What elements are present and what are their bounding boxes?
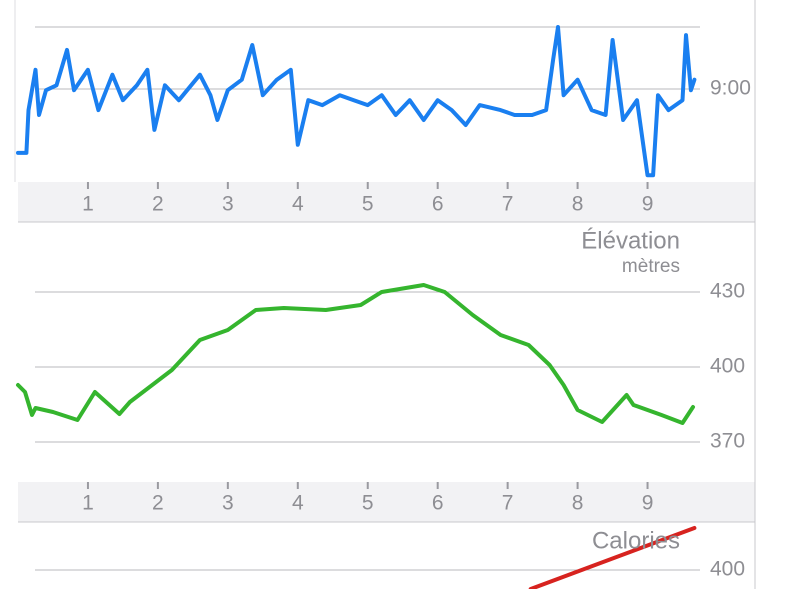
x-tick-label: 7	[502, 492, 514, 515]
chart-title: Calories	[592, 527, 680, 554]
y-tick-label: 370	[710, 430, 745, 453]
x-axis-band	[18, 482, 755, 522]
data-line	[16, 283, 695, 425]
x-tick-label: 3	[222, 492, 234, 515]
x-tick-label: 4	[292, 193, 304, 216]
x-tick-label: 4	[292, 492, 304, 515]
data-line	[16, 25, 697, 178]
y-tick-label: 9:00	[710, 77, 751, 100]
x-tick-label: 2	[152, 492, 164, 515]
y-tick-label: 400	[710, 355, 745, 378]
x-tick-label: 7	[502, 193, 514, 216]
x-tick-label: 1	[82, 492, 94, 515]
x-axis-band	[18, 182, 755, 222]
marks	[16, 25, 700, 589]
x-tick-label: 9	[642, 193, 654, 216]
x-tick-label: 5	[362, 193, 374, 216]
chart-subtitle: mètres	[622, 256, 680, 277]
x-tick-label: 8	[572, 193, 584, 216]
x-tick-label: 8	[572, 492, 584, 515]
x-tick-label: 6	[432, 193, 444, 216]
x-tick-label: 1	[82, 193, 94, 216]
x-tick-label: 6	[432, 492, 444, 515]
x-tick-label: 3	[222, 193, 234, 216]
tick-labels: 9:00 1 2 3 4 5 6 7 8 9 370 400 430 1 2 3 4 5 6 7 8 9 400	[82, 77, 751, 581]
y-tick-label: 400	[710, 558, 745, 581]
x-tick-label: 2	[152, 193, 164, 216]
x-tick-label: 9	[642, 492, 654, 515]
y-tick-label: 430	[710, 280, 745, 303]
data-line	[528, 526, 697, 589]
x-tick-label: 5	[362, 492, 374, 515]
chart-title: Élévation	[581, 227, 680, 254]
